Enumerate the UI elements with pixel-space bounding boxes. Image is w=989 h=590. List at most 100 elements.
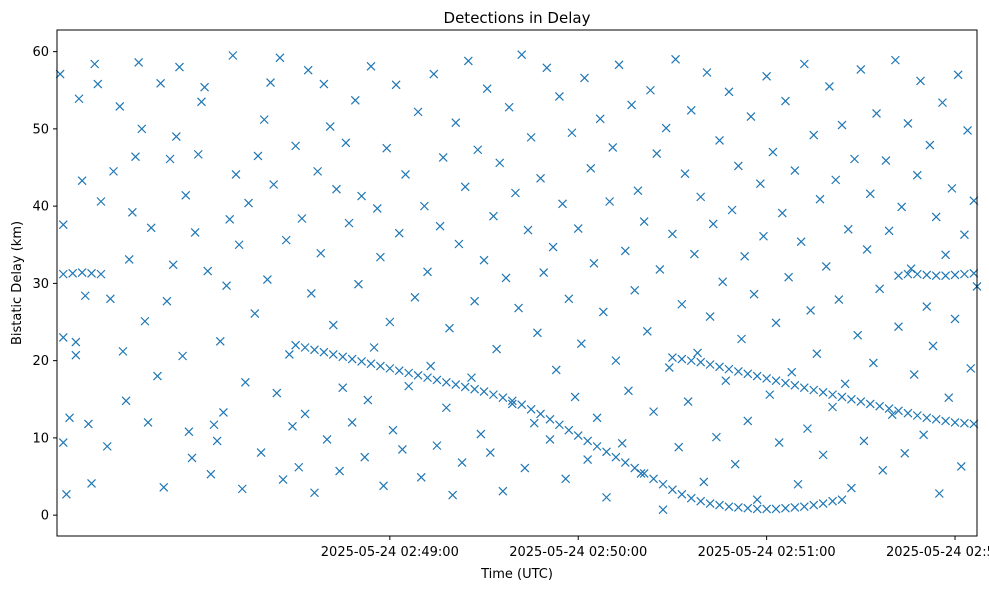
data-point — [715, 362, 724, 372]
data-point — [595, 114, 605, 124]
data-point — [683, 397, 693, 407]
data-point — [482, 84, 492, 94]
data-point — [900, 448, 910, 458]
data-point — [960, 269, 969, 279]
data-point — [696, 496, 706, 506]
data-point — [501, 273, 511, 283]
data-point — [297, 214, 307, 223]
data-point — [178, 351, 188, 361]
data-point — [922, 302, 932, 311]
data-point — [460, 182, 470, 192]
data-point — [83, 419, 93, 429]
data-point — [947, 183, 957, 193]
data-point — [960, 418, 969, 428]
data-point — [938, 98, 947, 108]
data-point — [332, 184, 341, 194]
data-point — [941, 250, 951, 260]
data-point — [768, 147, 778, 157]
x-tick-label: 2025-05-24 02:50:00 — [509, 545, 647, 560]
data-point — [809, 130, 819, 140]
data-point — [837, 495, 847, 505]
data-point — [592, 413, 602, 423]
data-point — [721, 376, 731, 386]
data-point — [831, 175, 841, 185]
data-point — [96, 269, 106, 279]
data-point — [912, 170, 922, 180]
data-point — [583, 436, 593, 446]
data-point — [912, 269, 922, 279]
data-point — [649, 407, 659, 417]
data-point — [441, 377, 451, 387]
data-point — [244, 198, 253, 208]
data-point — [953, 70, 963, 80]
data-point — [790, 502, 800, 512]
data-point — [175, 62, 184, 72]
data-point — [401, 170, 410, 179]
data-point — [419, 201, 429, 211]
data-point — [228, 51, 238, 60]
data-point — [799, 59, 809, 69]
data-point — [790, 380, 800, 390]
data-point — [231, 170, 241, 179]
data-point — [354, 279, 363, 289]
data-point — [862, 244, 872, 254]
y-axis: 0 10 20 30 40 50 60 — [32, 45, 57, 524]
data-point — [507, 399, 517, 409]
data-point — [485, 448, 495, 457]
data-point — [71, 350, 81, 360]
data-point — [686, 493, 696, 503]
data-point — [630, 463, 640, 473]
data-point — [542, 63, 552, 73]
data-point — [824, 81, 834, 91]
data-point — [919, 430, 929, 440]
data-point — [586, 163, 596, 173]
data-point — [404, 381, 414, 391]
data-point — [724, 87, 734, 97]
data-point — [291, 141, 301, 151]
data-point — [784, 272, 794, 282]
data-point — [749, 289, 759, 299]
data-point — [479, 387, 489, 396]
data-point — [583, 455, 593, 464]
data-point — [620, 246, 630, 256]
data-point — [463, 56, 473, 66]
data-point — [77, 176, 87, 186]
data-point — [966, 363, 976, 373]
data-point — [394, 366, 404, 376]
data-point — [602, 447, 611, 457]
data-point — [134, 58, 144, 67]
data-point — [225, 214, 235, 224]
data-point — [479, 255, 489, 265]
data-point — [956, 462, 966, 471]
data-point — [335, 466, 345, 476]
data-point — [115, 102, 125, 111]
data-point — [803, 424, 812, 434]
data-point — [909, 370, 919, 379]
data-point — [451, 380, 461, 390]
data-point — [536, 173, 545, 183]
data-point — [269, 180, 279, 189]
data-point — [218, 407, 228, 417]
data-point — [162, 296, 172, 306]
data-point — [614, 60, 624, 70]
data-point — [272, 388, 282, 398]
data-point — [344, 218, 354, 228]
data-point — [796, 237, 806, 247]
data-point — [746, 112, 756, 121]
data-point — [781, 96, 790, 106]
data-point — [410, 292, 420, 302]
data-markers — [55, 50, 982, 515]
data-point — [963, 126, 973, 135]
data-point — [856, 397, 866, 407]
data-point — [127, 207, 137, 217]
y-tick-label: 50 — [32, 122, 49, 137]
data-point — [262, 275, 272, 284]
data-point — [143, 418, 153, 427]
data-point — [941, 416, 951, 426]
data-point — [467, 373, 476, 383]
data-point — [328, 320, 338, 330]
data-point — [90, 59, 100, 69]
data-point — [74, 94, 84, 104]
data-point — [740, 251, 750, 261]
